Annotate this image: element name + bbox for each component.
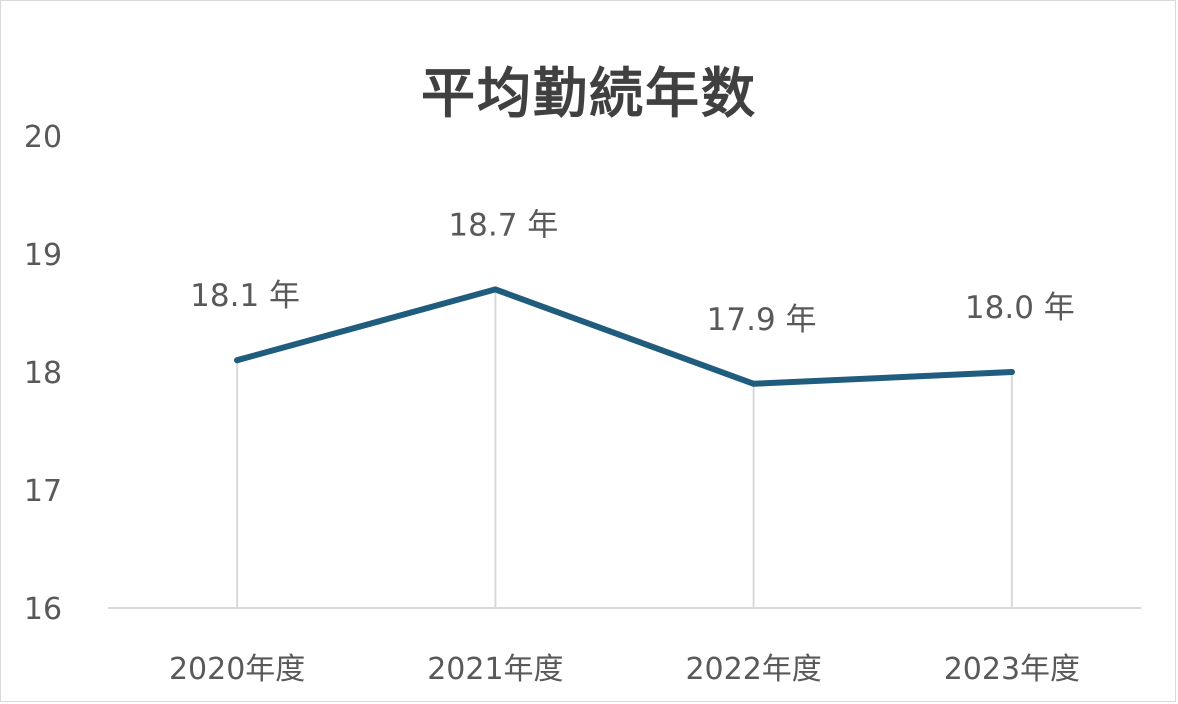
x-tick-label: 2021年度 (427, 652, 563, 687)
y-tick-label: 20 (24, 120, 62, 155)
data-label: 18.1 年 (190, 278, 300, 314)
data-point (1008, 369, 1015, 375)
y-tick-label: 17 (24, 474, 62, 509)
data-label: 18.0 年 (965, 290, 1075, 326)
x-tick-label: 2023年度 (944, 652, 1080, 687)
chart-title: 平均勤続年数 (421, 62, 757, 125)
data-point (234, 357, 241, 364)
y-tick-label: 18 (24, 356, 62, 391)
y-tick-label: 19 (24, 238, 62, 273)
data-label: 18.7 年 (448, 207, 558, 243)
x-tick-label: 2022年度 (685, 652, 821, 687)
series-line (234, 286, 1015, 387)
data-point (492, 286, 499, 293)
y-tick-label: 16 (24, 592, 62, 627)
data-label: 17.9 年 (707, 302, 817, 338)
x-tick-label: 2020年度 (169, 652, 305, 687)
data-point (750, 380, 757, 387)
